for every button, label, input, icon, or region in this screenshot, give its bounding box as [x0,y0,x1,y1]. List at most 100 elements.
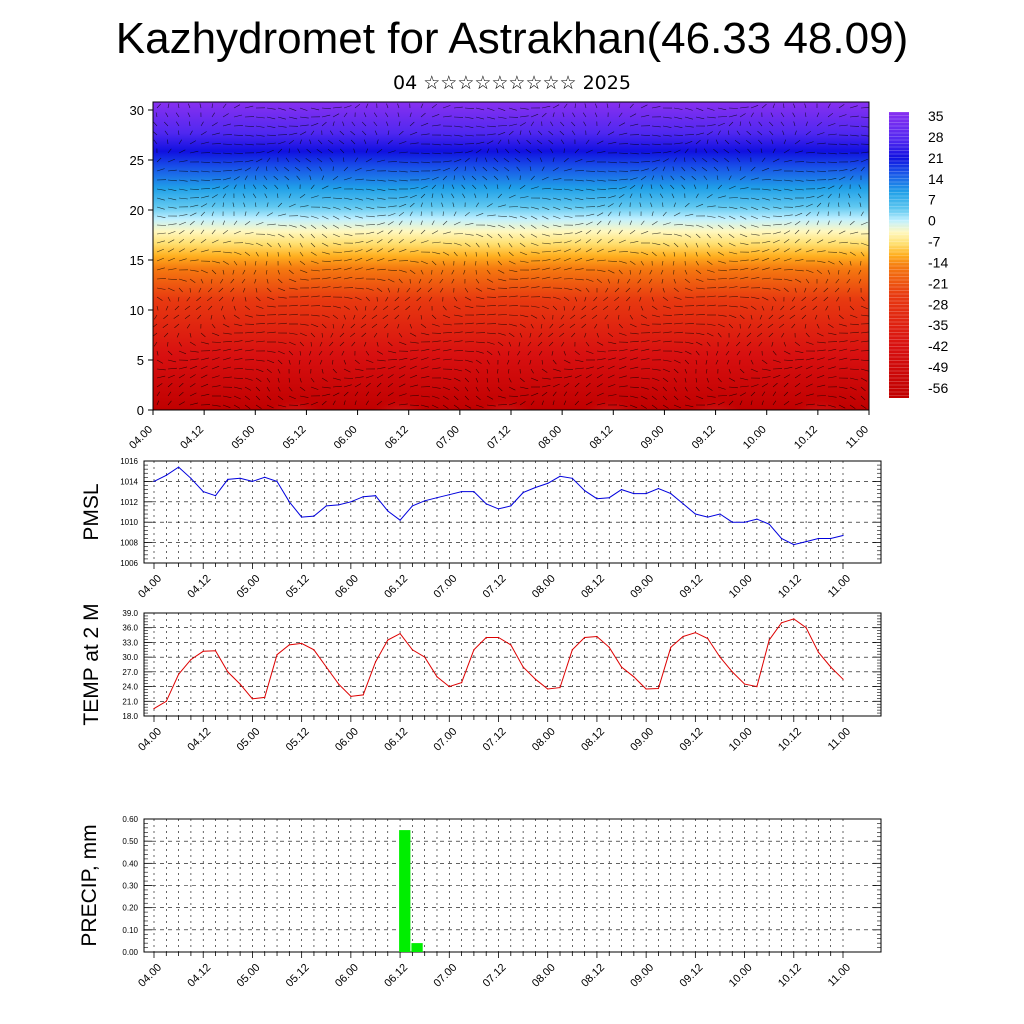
wind-barb [530,400,535,406]
wind-barb [838,169,848,172]
wind-barb [750,206,759,211]
y-tick-label: 25 [130,153,144,168]
x-tick-label: 08.12 [587,424,615,452]
pmsl-point [522,492,524,494]
wind-barb [299,124,309,127]
wind-barb [574,170,584,172]
wind-barb [418,278,422,284]
wind-barb [761,383,768,388]
pmsl-x-tick-label: 07.12 [481,573,509,601]
pmsl-x-tick-label: 11.00 [826,573,853,600]
wind-barb [673,386,677,392]
wind-barb [629,395,639,399]
wind-barb [387,401,396,406]
wind-barb [750,112,754,118]
pmsl-point [251,480,253,482]
wind-barb [189,287,191,293]
wind-barb [849,105,858,109]
wind-barb [409,202,415,208]
wind-barb [585,401,593,406]
wind-barb [398,332,403,338]
wind-barb [178,382,184,388]
pmsl-x-tick-label: 07.00 [431,573,459,601]
wind-barb [680,175,686,181]
wind-barb [339,332,345,338]
wind-barb [849,251,856,256]
temp-point [571,649,573,651]
pmsl-x-tick-label: 05.00 [235,573,263,601]
wind-barb [299,215,309,218]
wind-barb [195,305,202,310]
wind-barb [200,393,210,397]
wind-barb [475,233,484,238]
wind-barb [717,278,727,280]
wind-barb [354,296,362,301]
wind-barb [629,103,634,109]
wind-barb [750,250,760,253]
wind-barb [431,184,437,190]
wind-barb [200,195,210,199]
wind-barb [615,305,620,311]
wind-barb [860,368,869,372]
wind-barb [464,223,474,226]
wind-barb [387,287,391,293]
temp-point [436,676,438,678]
wind-barb [211,250,221,253]
pmsl-y-tick-label: 1016 [120,457,138,466]
wind-barb [562,112,565,118]
wind-barb [332,377,341,381]
wind-barb [296,175,301,181]
wind-barb [387,229,393,235]
wind-barb [728,224,735,229]
wind-barb [772,359,781,363]
wind-barb [772,148,776,154]
wind-barb [838,305,840,311]
wind-barb [816,220,819,226]
wind-barb [207,305,213,311]
wind-barb [233,114,243,118]
wind-barb [717,215,726,219]
wind-barb [386,103,389,109]
wind-barb [804,287,807,293]
wind-barb [211,143,221,145]
wind-barb [750,368,758,373]
wind-barb [321,295,331,298]
wind-barb [552,305,558,311]
wind-barb [492,167,499,172]
wind-barb [497,386,503,392]
wind-barb [552,296,561,300]
wind-barb [339,130,345,136]
wind-barb [299,194,306,199]
wind-barb [398,229,403,235]
pmsl-point [190,477,192,479]
wind-barb [559,130,565,136]
wind-barb [640,220,645,226]
wind-barb [174,305,180,311]
wind-barb [838,386,848,389]
pmsl-point [264,476,266,478]
wind-barb [189,392,197,397]
wind-barb [475,404,484,408]
colorbar-fill [889,112,909,398]
wind-barb [420,348,430,352]
wind-barb [706,260,713,265]
pmsl-point [547,482,549,484]
wind-barb [758,341,763,347]
wind-barb [486,368,489,374]
wind-barb [860,377,868,382]
wind-barb [386,121,389,127]
wind-barb [298,368,301,374]
wind-barb [571,332,576,338]
wind-barb [662,251,666,257]
wind-barb [629,143,639,145]
wind-barb [640,377,650,380]
wind-barb [409,260,419,263]
wind-barb [497,251,501,257]
wind-barb [794,259,804,262]
wind-barb [365,296,370,302]
wind-barb [473,166,477,172]
wind-barb [431,314,437,320]
wind-barb [769,130,774,136]
wind-barb [812,305,818,311]
wind-barb [782,130,785,136]
